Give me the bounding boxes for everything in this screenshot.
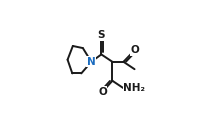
Text: S: S — [98, 30, 105, 40]
Text: N: N — [87, 57, 96, 67]
Text: NH₂: NH₂ — [124, 83, 145, 93]
Text: O: O — [98, 87, 107, 97]
Text: O: O — [130, 45, 139, 55]
